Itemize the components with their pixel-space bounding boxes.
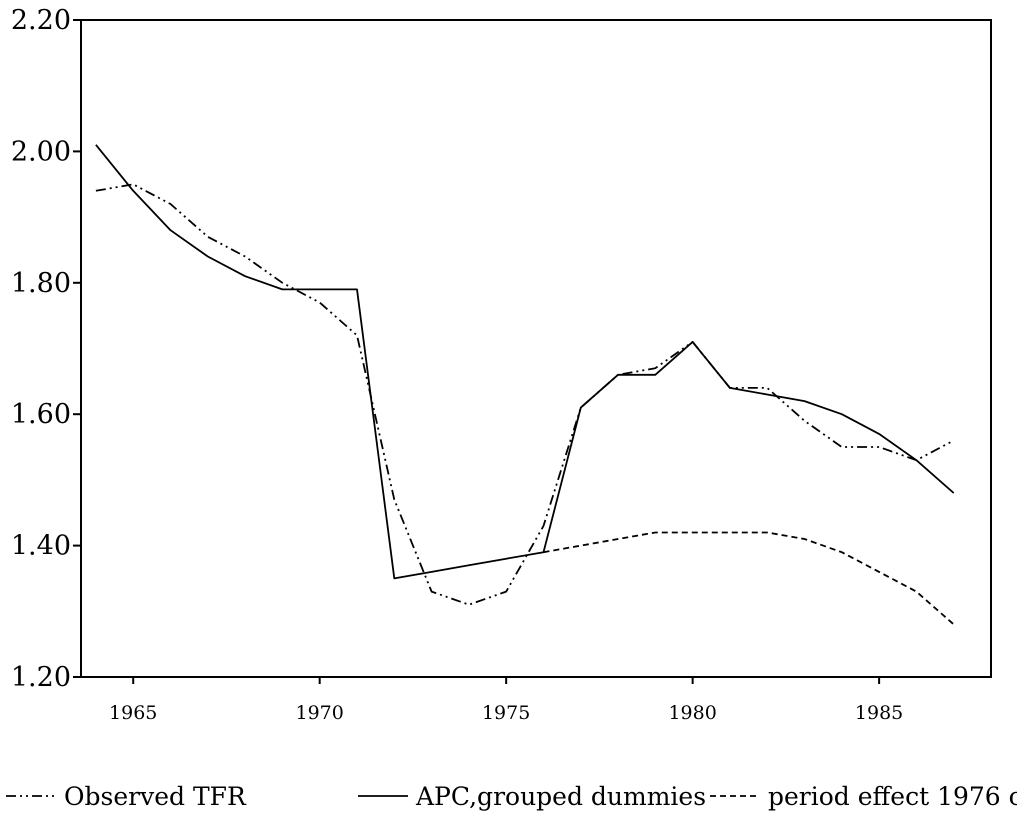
series-line-1 — [95, 183, 955, 606]
series-line-3 — [543, 531, 955, 626]
legend-label-2: APC,grouped dummies — [415, 782, 706, 811]
series-lines — [95, 144, 955, 626]
x-tick-label: 1985 — [855, 702, 903, 724]
x-tick-label: 1970 — [296, 702, 344, 724]
x-axis: 1965 1970 1975 1980 1985 — [109, 677, 903, 724]
x-tick-label: 1975 — [482, 702, 530, 724]
y-tick-label: 2.20 — [11, 5, 71, 36]
y-axis: 1.20 1.40 1.60 1.80 2.00 2.20 — [11, 5, 81, 693]
legend-label-3: period effect 1976 const. — [768, 782, 1017, 811]
y-tick-label: 1.80 — [11, 268, 71, 299]
y-tick-label: 1.20 — [11, 662, 71, 693]
series-line-2 — [95, 144, 955, 580]
y-tick-label: 1.40 — [11, 531, 71, 562]
y-tick-label: 1.60 — [11, 399, 71, 430]
x-tick-label: 1980 — [668, 702, 716, 724]
legend: Observed TFR APC,grouped dummies period ef… — [6, 782, 1017, 811]
y-tick-label: 2.00 — [11, 136, 71, 167]
x-tick-label: 1965 — [109, 702, 157, 724]
plot-frame — [80, 19, 992, 678]
legend-label-1: Observed TFR — [64, 782, 247, 811]
